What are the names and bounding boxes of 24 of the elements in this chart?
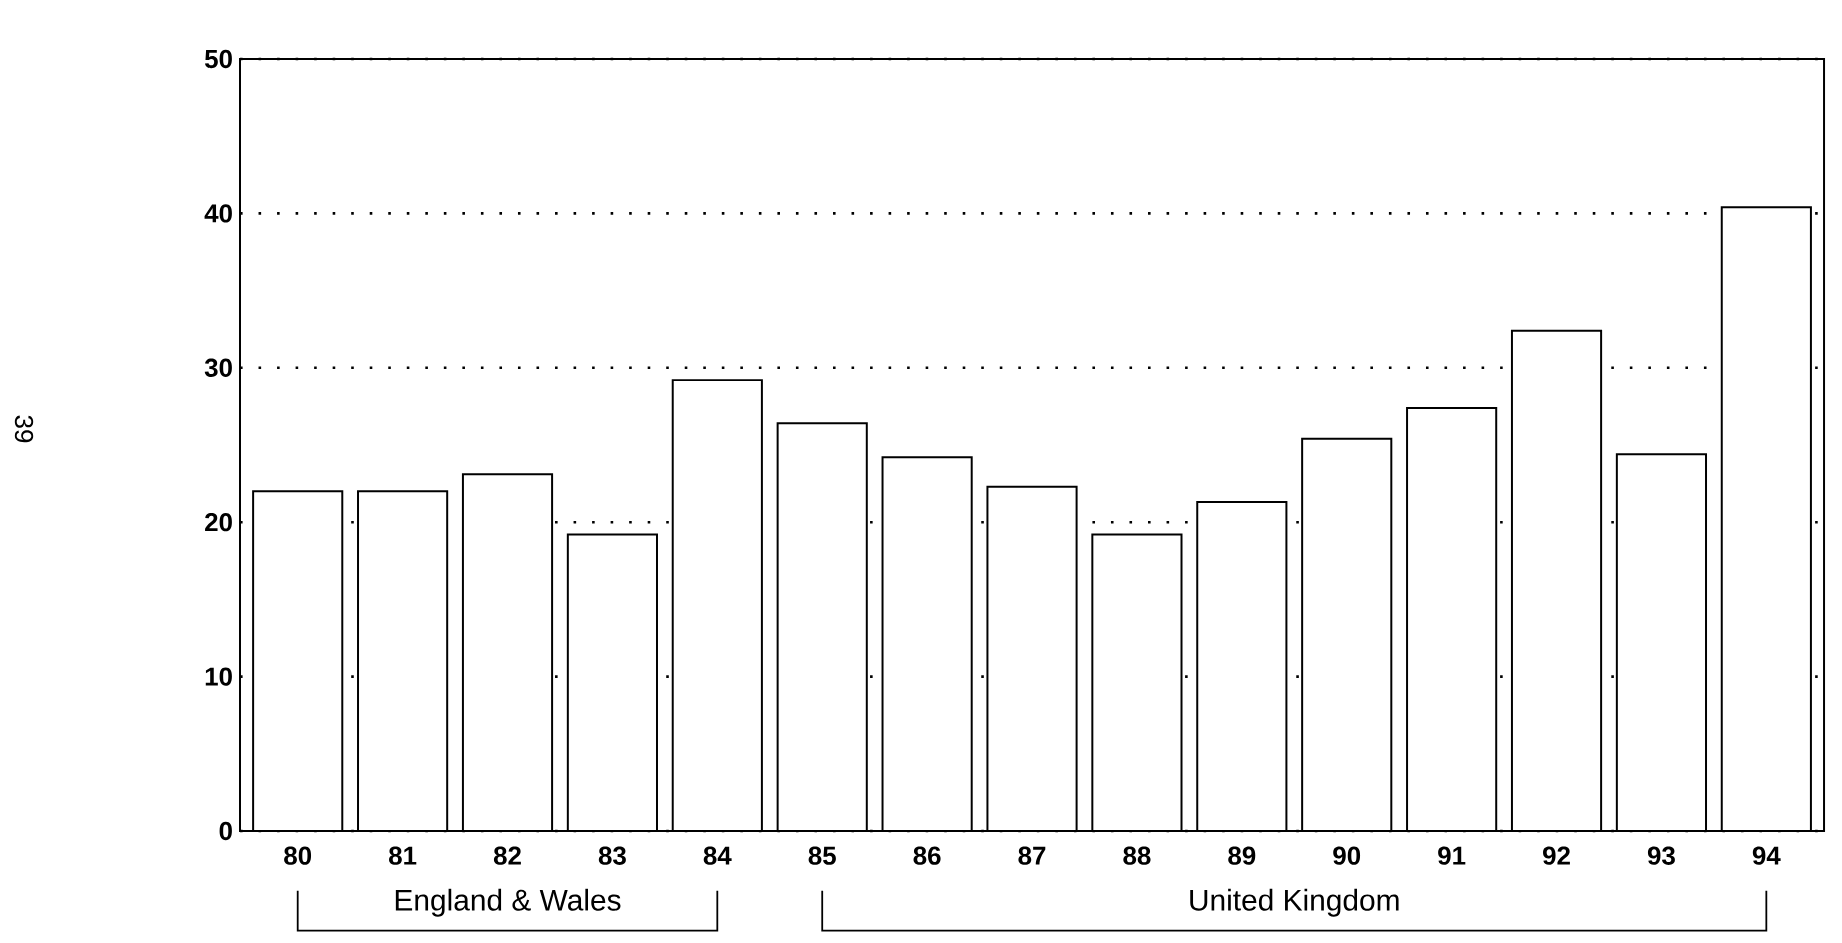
y-tick-label: 30	[204, 358, 232, 377]
x-tick-label: 89	[1228, 846, 1256, 865]
y-tick-label: 20	[205, 513, 232, 532]
x-tick-label: 90	[1333, 846, 1361, 865]
x-tick-label: 87	[1018, 846, 1046, 865]
x-tick-label: 92	[1543, 846, 1570, 865]
y-tick-label: 10	[205, 667, 232, 686]
text: 39	[14, 415, 34, 443]
x-tick-label: 84	[703, 846, 732, 865]
x-tick-label: 93	[1647, 846, 1675, 865]
x-tick-label: 91	[1438, 846, 1466, 865]
x-tick-label: 81	[389, 846, 417, 865]
x-tick-label: 80	[284, 846, 312, 865]
x-tick-label: 83	[598, 846, 626, 865]
y-tick-label: 40	[204, 204, 232, 223]
text: United Kingdom	[1190, 888, 1399, 917]
x-tick-label: 94	[1752, 846, 1781, 865]
x-tick-label: 86	[913, 846, 941, 865]
y-tick-label: 50	[204, 49, 232, 69]
x-tick-label: 85	[808, 846, 836, 865]
y-tick-label: 0	[219, 821, 232, 841]
x-tick-label: 82	[493, 846, 521, 865]
x-tick-label: 88	[1123, 846, 1151, 865]
text: England & Wales	[395, 888, 621, 917]
